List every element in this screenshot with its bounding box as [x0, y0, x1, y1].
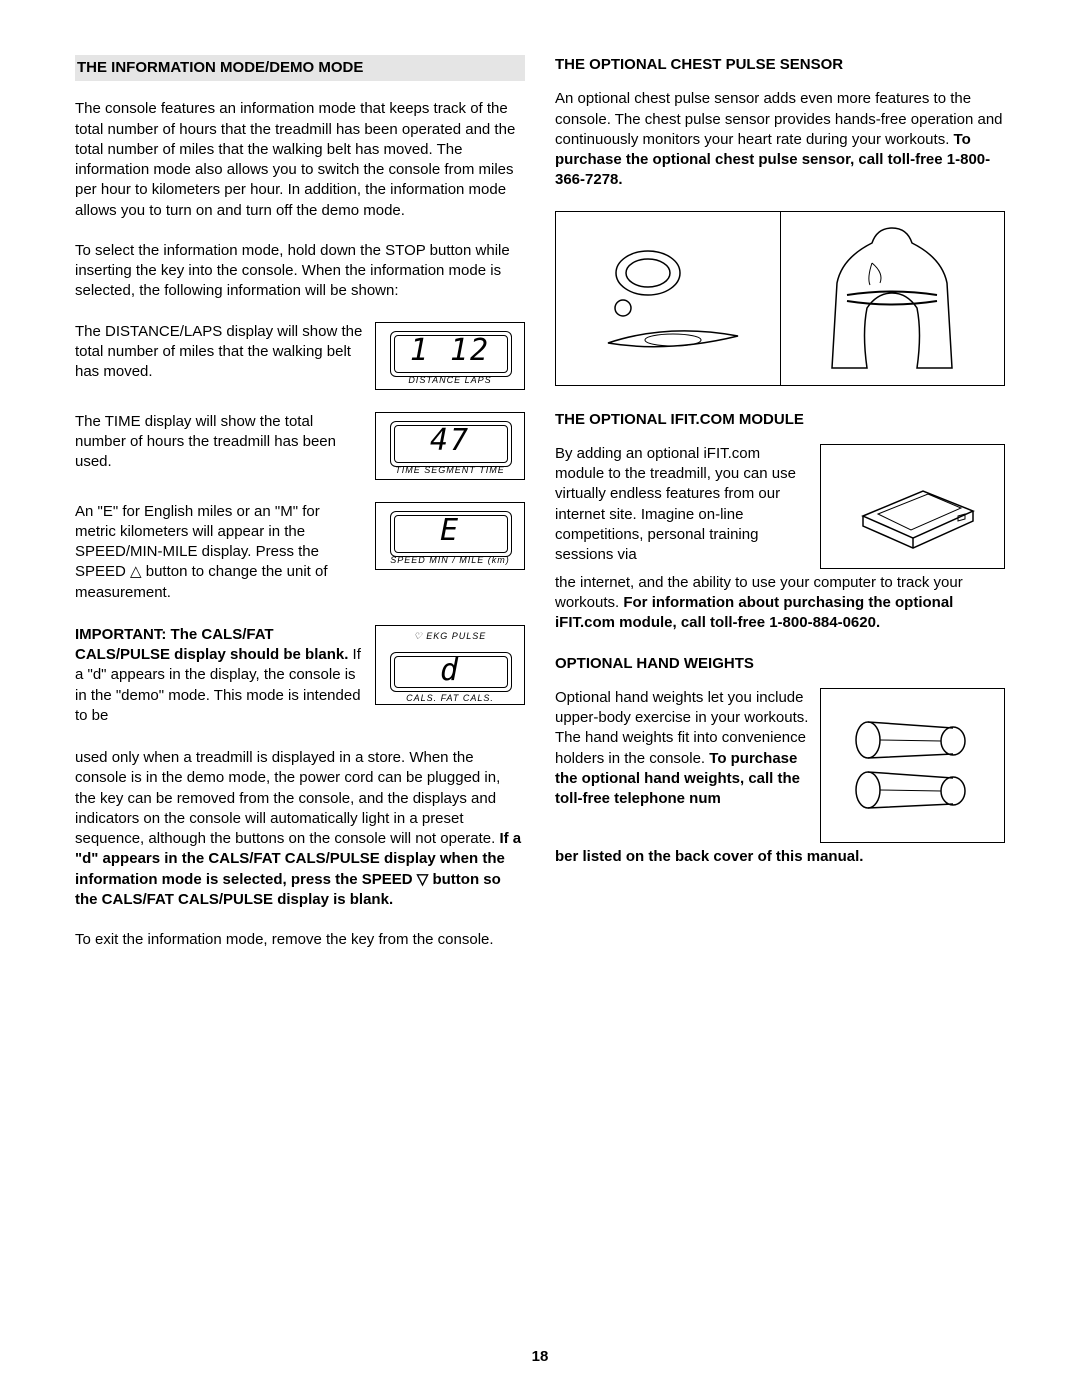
time-text: The TIME display will show the total num… [75, 412, 363, 473]
ifit-block: By adding an optional iFIT.com module to… [555, 444, 1005, 573]
time-row: The TIME display will show the total num… [75, 412, 525, 480]
info-p4: To exit the information mode, remove the… [75, 930, 525, 950]
info-p3: used only when a treadmill is displayed … [75, 748, 525, 910]
pulse-lcd: ♡ EKG PULSE d CALS. FAT CALS. [375, 625, 525, 705]
pulse-bold: IMPORTANT: The CALS/FAT CALS/PULSE displ… [75, 626, 348, 663]
units-row: An "E" for English miles or an "M" for m… [75, 502, 525, 603]
pulse-text: IMPORTANT: The CALS/FAT CALS/PULSE displ… [75, 625, 363, 726]
chest-title: THE OPTIONAL CHEST PULSE SENSOR [555, 55, 1005, 75]
columns: THE INFORMATION MODE/DEMO MODE The conso… [75, 55, 1005, 970]
chest-p1a: An optional chest pulse sensor adds even… [555, 90, 1003, 148]
distance-row: The DISTANCE/LAPS display will show the … [75, 322, 525, 390]
info-p3a: used only when a treadmill is displayed … [75, 749, 500, 847]
manual-page: THE INFORMATION MODE/DEMO MODE The conso… [0, 0, 1080, 1397]
distance-lcd: 1 12 DISTANCE LAPS [375, 322, 525, 390]
units-text: An "E" for English miles or an "M" for m… [75, 502, 363, 603]
ifit-p1: By adding an optional iFIT.com module to… [555, 445, 796, 563]
pulse-row: IMPORTANT: The CALS/FAT CALS/PULSE displ… [75, 625, 525, 726]
hand-weights-icon [820, 688, 1005, 843]
ifit-module-icon [820, 444, 1005, 569]
ifit-title: THE OPTIONAL IFIT.COM MODULE [555, 410, 1005, 430]
pulse-value: d [440, 651, 460, 692]
torso-icon [781, 211, 1006, 386]
units-value: E [440, 511, 460, 552]
pulse-top-label: ♡ EKG PULSE [414, 630, 487, 642]
distance-text: The DISTANCE/LAPS display will show the … [75, 322, 363, 383]
time-lcd: 47 TIME SEGMENT TIME [375, 412, 525, 480]
weights-block: Optional hand weights let you include up… [555, 688, 1005, 847]
units-lcd: E SPEED MIN / MILE (km) [375, 502, 525, 570]
info-mode-title: THE INFORMATION MODE/DEMO MODE [75, 55, 525, 81]
weights-title: OPTIONAL HAND WEIGHTS [555, 654, 1005, 674]
pulse-label: CALS. FAT CALS. [406, 692, 494, 704]
info-p2: To select the information mode, hold dow… [75, 241, 525, 302]
weights-p2-text: ber listed on the back cover of this man… [555, 848, 863, 865]
distance-value: 1 12 [410, 331, 490, 372]
chest-illustration [555, 211, 1005, 386]
time-value: 47 [430, 421, 470, 462]
ifit-p2: the internet, and the ability to use you… [555, 573, 1005, 634]
right-column: THE OPTIONAL CHEST PULSE SENSOR An optio… [555, 55, 1005, 970]
info-p1: The console features an information mode… [75, 99, 525, 221]
weights-p2: ber listed on the back cover of this man… [555, 847, 1005, 867]
chest-strap-icon [555, 211, 781, 386]
chest-p1: An optional chest pulse sensor adds even… [555, 89, 1005, 190]
page-number: 18 [0, 1347, 1080, 1367]
left-column: THE INFORMATION MODE/DEMO MODE The conso… [75, 55, 525, 970]
